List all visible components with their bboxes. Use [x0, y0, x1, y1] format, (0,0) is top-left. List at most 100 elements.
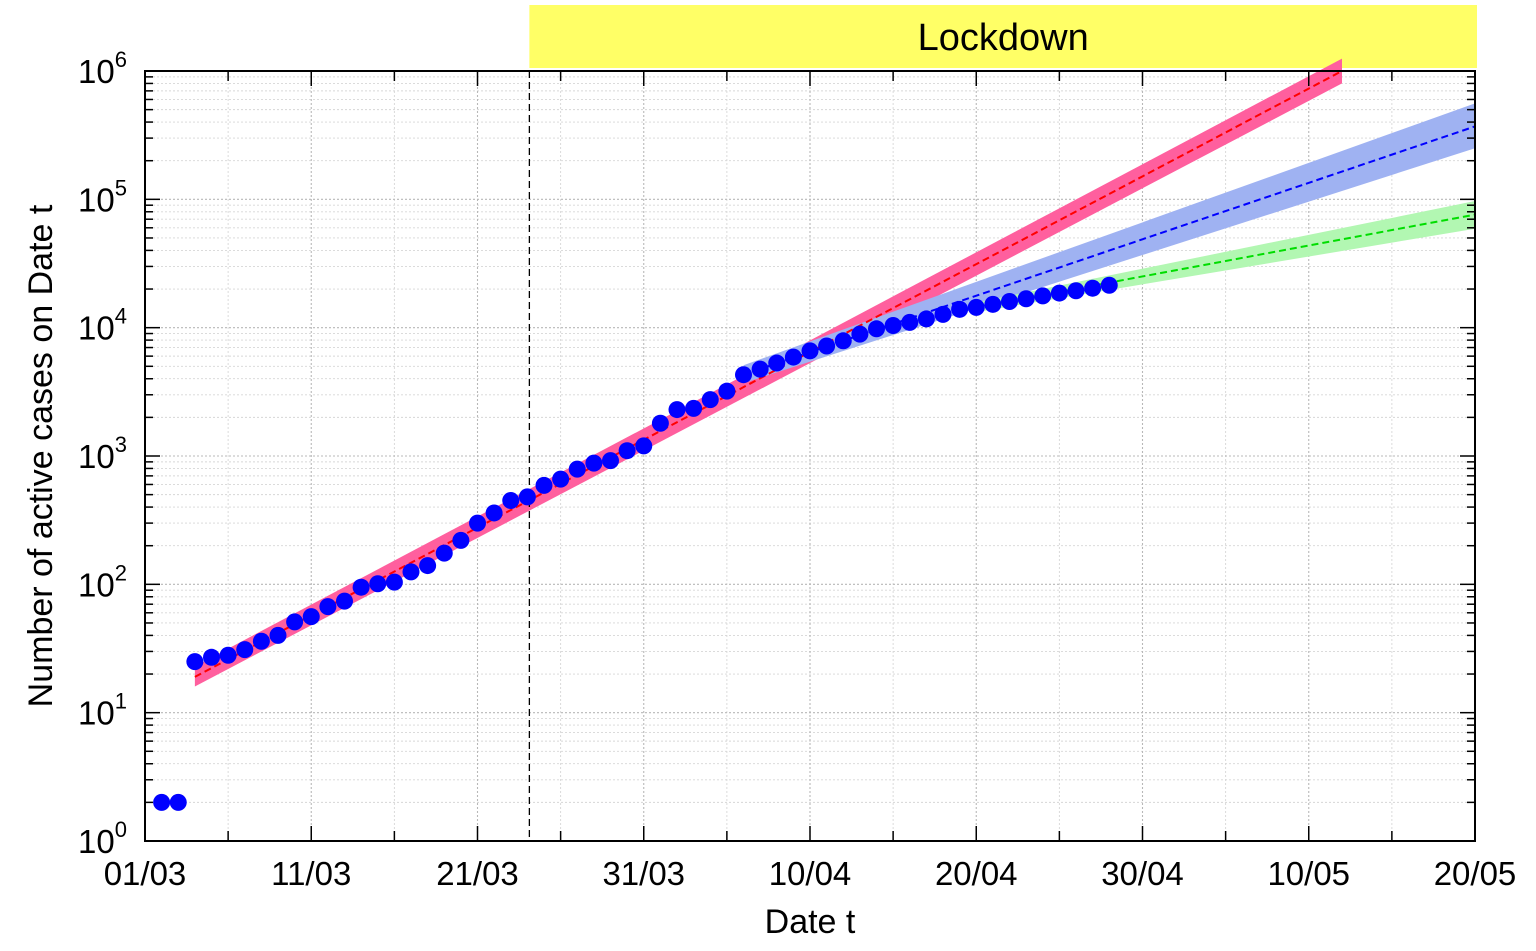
data-point — [668, 401, 686, 419]
data-point — [435, 544, 453, 562]
x-tick-label: 10/04 — [769, 855, 852, 892]
y-tick-exponent: 6 — [115, 47, 127, 72]
x-tick-label: 31/03 — [602, 855, 685, 892]
y-tick-label: 106 — [78, 47, 127, 90]
y-tick-label: 100 — [78, 817, 127, 860]
y-tick-base: 10 — [78, 310, 115, 347]
data-point — [951, 300, 969, 318]
y-tick-base: 10 — [78, 181, 115, 218]
y-tick-exponent: 5 — [115, 175, 127, 200]
data-point — [352, 578, 370, 596]
data-point — [269, 626, 287, 644]
data-point — [801, 342, 819, 360]
data-point — [419, 557, 437, 575]
data-point — [203, 648, 220, 666]
data-point — [602, 452, 619, 470]
plot-area — [144, 58, 1476, 842]
y-tick-base: 10 — [78, 823, 115, 860]
data-point — [1017, 290, 1035, 308]
data-point — [1050, 284, 1068, 302]
data-point — [153, 793, 171, 811]
data-point — [552, 470, 570, 488]
data-point — [169, 793, 187, 811]
fit-line — [743, 125, 1476, 376]
data-point — [485, 504, 503, 522]
y-tick-exponent: 4 — [115, 304, 127, 329]
data-point — [535, 476, 553, 494]
data-point — [469, 514, 486, 532]
data-point — [868, 320, 885, 338]
y-tick-label: 101 — [78, 689, 127, 732]
x-axis-label: Date t — [765, 903, 856, 941]
y-tick-base: 10 — [78, 53, 115, 90]
data-point — [302, 608, 320, 626]
data-point — [851, 325, 869, 343]
y-tick-exponent: 1 — [115, 689, 127, 714]
x-axis-tick-labels: 01/03 11/03 21/03 31/03 10/04 20/04 30/04 10/05… — [104, 855, 1517, 892]
y-tick-base: 10 — [78, 695, 115, 732]
data-point — [751, 360, 769, 378]
lockdown-banner — [529, 5, 1477, 68]
data-point — [385, 573, 403, 591]
y-tick-label: 103 — [78, 432, 127, 475]
y-tick-label: 105 — [78, 175, 127, 218]
fit-line — [194, 70, 1343, 678]
data-point — [685, 399, 703, 417]
data-point — [651, 414, 669, 432]
data-point — [568, 460, 586, 478]
y-tick-base: 10 — [78, 438, 115, 475]
fit-lines — [194, 70, 1476, 678]
plot-frame — [144, 70, 1476, 842]
data-point — [402, 563, 420, 581]
data-point — [452, 531, 470, 549]
data-point — [784, 348, 802, 366]
y-tick-exponent: 3 — [115, 432, 127, 457]
data-points — [153, 276, 1118, 811]
x-tick-label: 20/05 — [1434, 855, 1517, 892]
x-tick-label: 21/03 — [436, 855, 519, 892]
data-point — [336, 592, 353, 610]
data-point — [1001, 292, 1018, 310]
y-tick-exponent: 2 — [115, 560, 127, 585]
data-point — [818, 337, 836, 355]
data-point — [369, 575, 387, 593]
data-point — [917, 310, 935, 328]
data-point — [585, 454, 603, 472]
data-point — [984, 295, 1002, 313]
y-tick-exponent: 0 — [115, 817, 127, 842]
data-point — [618, 442, 636, 460]
data-point — [967, 298, 985, 316]
data-point — [236, 641, 254, 659]
data-point — [502, 492, 520, 510]
data-point — [286, 613, 304, 631]
data-point — [768, 354, 786, 372]
data-point — [1067, 282, 1085, 300]
data-point — [718, 382, 736, 400]
data-point — [518, 488, 536, 506]
y-tick-label: 104 — [78, 304, 127, 347]
data-point — [1084, 279, 1102, 297]
data-point — [1034, 287, 1052, 305]
data-point — [319, 598, 337, 616]
data-point — [635, 437, 653, 455]
x-tick-label: 11/03 — [271, 855, 351, 892]
data-point — [252, 632, 270, 650]
x-tick-label: 30/04 — [1101, 855, 1184, 892]
fit-line — [976, 213, 1476, 309]
lockdown-label: Lockdown — [918, 17, 1089, 59]
x-tick-label: 20/04 — [935, 855, 1018, 892]
data-point — [884, 316, 902, 334]
data-point — [934, 305, 952, 323]
y-axis-label: Number of active cases on Date t — [22, 204, 60, 707]
data-point — [834, 332, 852, 350]
y-tick-base: 10 — [78, 566, 115, 603]
data-point — [219, 646, 237, 664]
data-point — [735, 366, 752, 384]
data-point — [701, 391, 719, 409]
data-point — [186, 653, 204, 671]
x-tick-label: 01/03 — [104, 855, 187, 892]
y-tick-label: 102 — [78, 560, 127, 603]
data-point — [1100, 276, 1118, 294]
